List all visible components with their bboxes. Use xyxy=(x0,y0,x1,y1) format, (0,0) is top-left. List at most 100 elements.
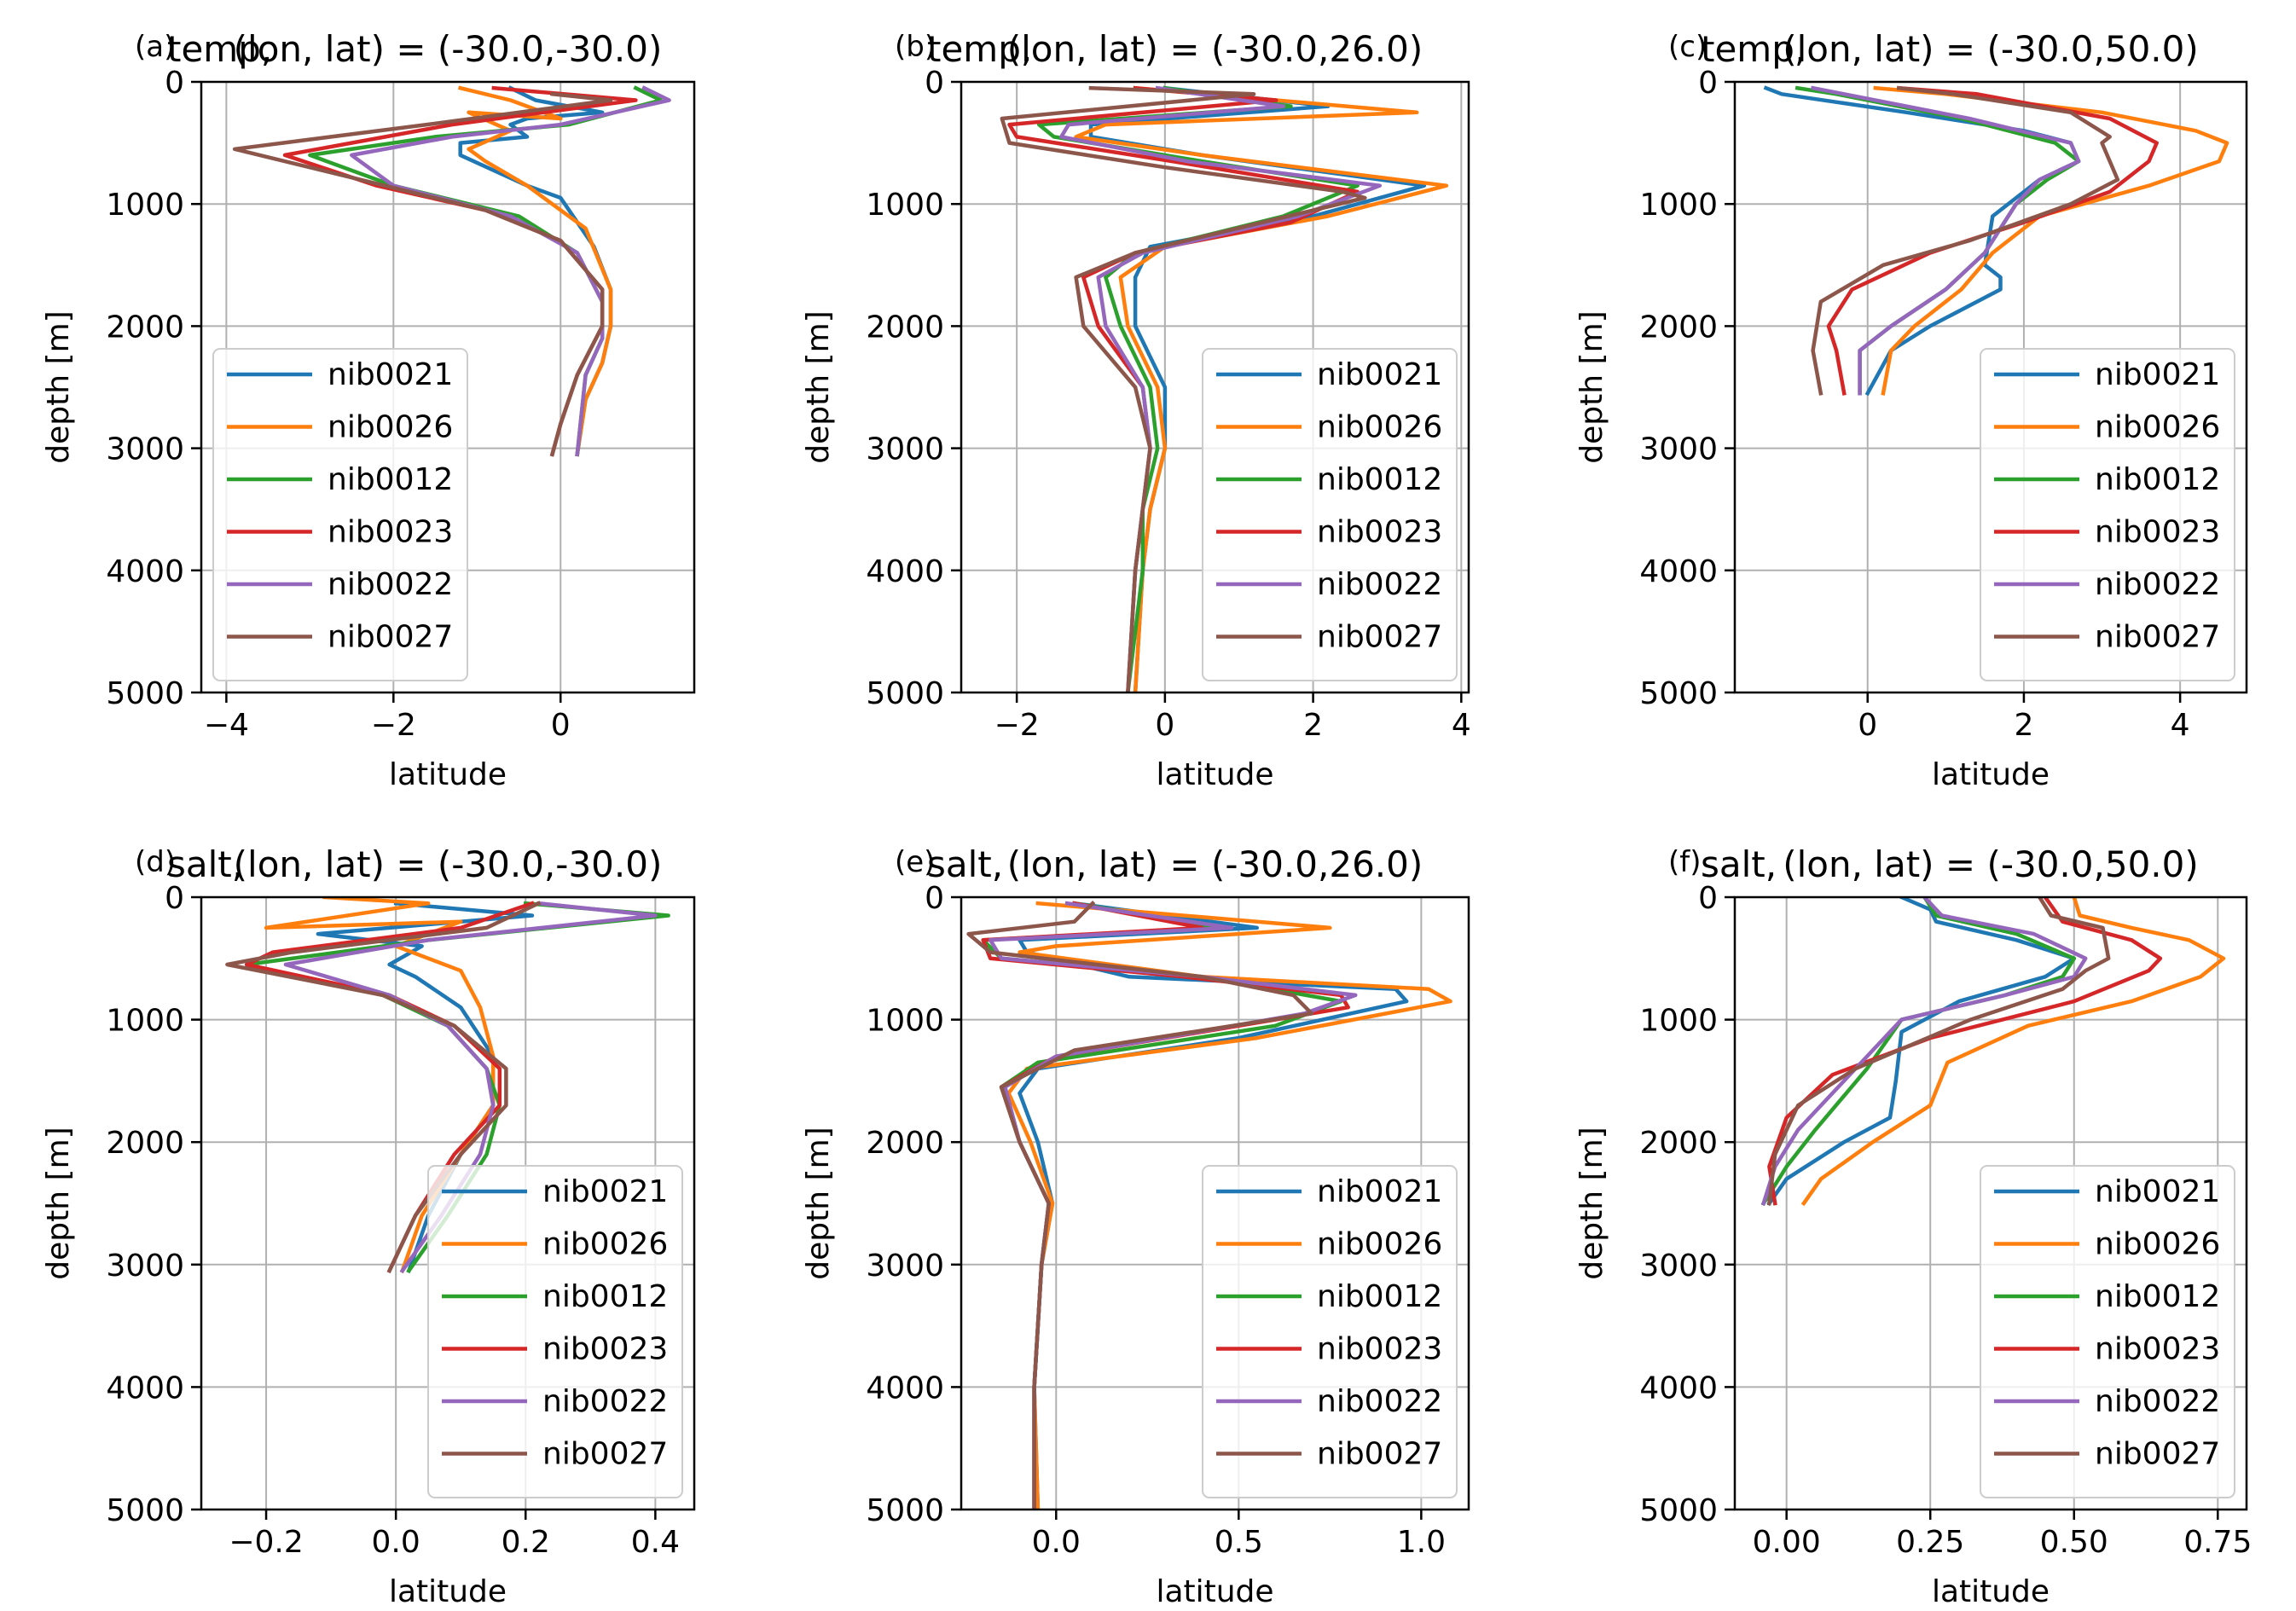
panel-d: −0.2 0.0 0.2 0.4 0 1000 2000 3000 4000 5000 latitu… xyxy=(41,843,696,1609)
y-tick-label: 5000 xyxy=(866,676,944,711)
legend-label: nib0012 xyxy=(328,462,453,497)
legend-box xyxy=(1202,348,1458,681)
legend-label: nib0012 xyxy=(542,1279,668,1314)
series-line-nib0026 xyxy=(457,85,613,457)
legend: nib0021 nib0026 nib0012 nib0023 nib0022 nib00… xyxy=(1202,348,1458,681)
legend-label: nib0022 xyxy=(1317,567,1442,602)
x-tick-label: 4 xyxy=(2171,708,2190,743)
axes-frame xyxy=(960,895,1470,1511)
legend-label: nib0023 xyxy=(1317,1332,1442,1367)
x-tick-label: 0 xyxy=(551,708,571,743)
x-tick-label: 0.0 xyxy=(1032,1525,1081,1560)
x-tick-label: 2 xyxy=(1303,708,1323,743)
x-axis-label: latitude xyxy=(1156,1574,1273,1609)
panel-label: (b) xyxy=(895,30,936,64)
series-line-nib0027 xyxy=(966,901,1314,1510)
panel-title: (lon, lat) = (-30.0,-30.0) xyxy=(234,28,663,70)
y-tick-label: 1000 xyxy=(106,188,184,223)
axes-frame xyxy=(960,80,1470,694)
series-line-nib0021 xyxy=(1766,897,2077,1207)
legend-label: nib0026 xyxy=(2095,410,2220,445)
x-axis-label: latitude xyxy=(1932,757,2050,792)
y-tick-label: 1000 xyxy=(1639,1004,1718,1039)
x-tick-label: 0.4 xyxy=(631,1525,680,1560)
series-lines xyxy=(1763,85,2229,397)
panel-f: 0.00 0.25 0.50 0.75 0 1000 2000 3000 4000 5000 lat… xyxy=(1574,843,2252,1609)
y-axis-label: depth [m] xyxy=(801,310,836,463)
y-tick-label: 4000 xyxy=(1639,554,1718,589)
series-lines xyxy=(1000,85,1449,692)
y-tick-label: 5000 xyxy=(1639,676,1718,711)
panel-e: 0.0 0.5 1.0 0 1000 2000 3000 4000 5000 latitude de… xyxy=(801,843,1470,1609)
legend: nib0021 nib0026 nib0012 nib0023 nib0022 nib00… xyxy=(1980,348,2235,681)
legend: nib0021 nib0026 nib0012 nib0023 nib0022 nib00… xyxy=(212,348,468,681)
panel-label: (f) xyxy=(1668,845,1702,879)
legend: nib0021 nib0026 nib0012 nib0023 nib0022 nib00… xyxy=(1202,1165,1458,1498)
panel-label: (c) xyxy=(1668,30,1707,64)
y-tick-label: 3000 xyxy=(1639,1249,1718,1284)
x-tick-label: −4 xyxy=(204,708,249,743)
series-line-nib0027 xyxy=(1766,897,2111,1206)
panel-a: −4 −2 0 0 1000 2000 3000 4000 5000 latitude depth … xyxy=(41,28,696,792)
legend-label: nib0026 xyxy=(542,1227,668,1262)
panel-c: 0 2 4 0 1000 2000 3000 4000 5000 latitude depth [m… xyxy=(1574,28,2248,792)
legend-label: nib0022 xyxy=(328,567,453,602)
series-line-nib0027 xyxy=(1811,85,2120,396)
axes-frame xyxy=(1733,80,2248,694)
y-axis-label: depth [m] xyxy=(801,1127,836,1279)
legend-label: nib0026 xyxy=(1317,410,1442,445)
y-tick-label: 1000 xyxy=(1639,188,1718,223)
panel-title-variable: salt, xyxy=(167,843,243,885)
legend-label: nib0012 xyxy=(1317,1279,1442,1314)
legend-box xyxy=(427,1165,683,1498)
series-line-nib0022 xyxy=(1810,85,2081,396)
panel-title: (lon, lat) = (-30.0,26.0) xyxy=(1007,843,1423,885)
legend-label: nib0023 xyxy=(328,515,453,550)
legend-label: nib0023 xyxy=(542,1332,668,1367)
panel-title: (lon, lat) = (-30.0,50.0) xyxy=(1783,28,2199,70)
y-tick-label: 4000 xyxy=(1639,1371,1718,1405)
y-tick-label: 2000 xyxy=(1639,310,1718,345)
legend-label: nib0022 xyxy=(1317,1384,1442,1419)
y-tick-label: 5000 xyxy=(866,1493,944,1528)
y-tick-label: 2000 xyxy=(866,310,944,345)
axes-frame xyxy=(200,80,696,694)
y-tick-label: 1000 xyxy=(866,1004,944,1039)
x-axis-label: latitude xyxy=(1156,757,1273,792)
y-tick-label: 2000 xyxy=(106,310,184,345)
legend-label: nib0021 xyxy=(1317,1174,1442,1209)
panel-title-variable: salt, xyxy=(1701,843,1777,885)
series-line-nib0026 xyxy=(1873,85,2229,396)
y-tick-label: 1000 xyxy=(106,1004,184,1039)
y-tick-label: 2000 xyxy=(106,1126,184,1161)
series-lines xyxy=(1760,897,2226,1207)
axes-frame xyxy=(200,895,696,1511)
y-tick-label: 4000 xyxy=(866,554,944,589)
legend-label: nib0027 xyxy=(2095,1437,2220,1472)
x-tick-label: 0 xyxy=(1858,708,1877,743)
y-tick-label: 0 xyxy=(925,881,944,916)
legend: nib0021 nib0026 nib0012 nib0023 nib0022 nib00… xyxy=(1980,1165,2235,1498)
series-line-nib0027 xyxy=(232,91,613,457)
legend-label: nib0012 xyxy=(2095,1279,2220,1314)
x-tick-label: 0.0 xyxy=(372,1525,420,1560)
axes-frame xyxy=(1733,895,2248,1511)
y-tick-label: 0 xyxy=(1698,881,1718,916)
x-tick-label: −2 xyxy=(371,708,416,743)
series-line-nib0022 xyxy=(1760,897,2088,1206)
panel-title-variable: salt, xyxy=(927,843,1003,885)
x-tick-label: 0.2 xyxy=(502,1525,550,1560)
y-axis-label: depth [m] xyxy=(41,310,76,463)
panel-title-variable: temp, xyxy=(1701,28,1806,70)
y-tick-label: 2000 xyxy=(866,1126,944,1161)
y-tick-label: 3000 xyxy=(1639,432,1718,467)
legend-label: nib0027 xyxy=(542,1437,668,1472)
panel-title: (lon, lat) = (-30.0,-30.0) xyxy=(234,843,663,885)
y-axis-label: depth [m] xyxy=(1574,1127,1609,1279)
x-tick-label: 4 xyxy=(1452,708,1471,743)
legend-label: nib0026 xyxy=(328,410,453,445)
y-tick-label: 5000 xyxy=(1639,1493,1718,1528)
x-axis-label: latitude xyxy=(1932,1574,2050,1609)
x-tick-label: 0.5 xyxy=(1215,1525,1263,1560)
legend: nib0021 nib0026 nib0012 nib0023 nib0022 nib00… xyxy=(427,1165,683,1498)
